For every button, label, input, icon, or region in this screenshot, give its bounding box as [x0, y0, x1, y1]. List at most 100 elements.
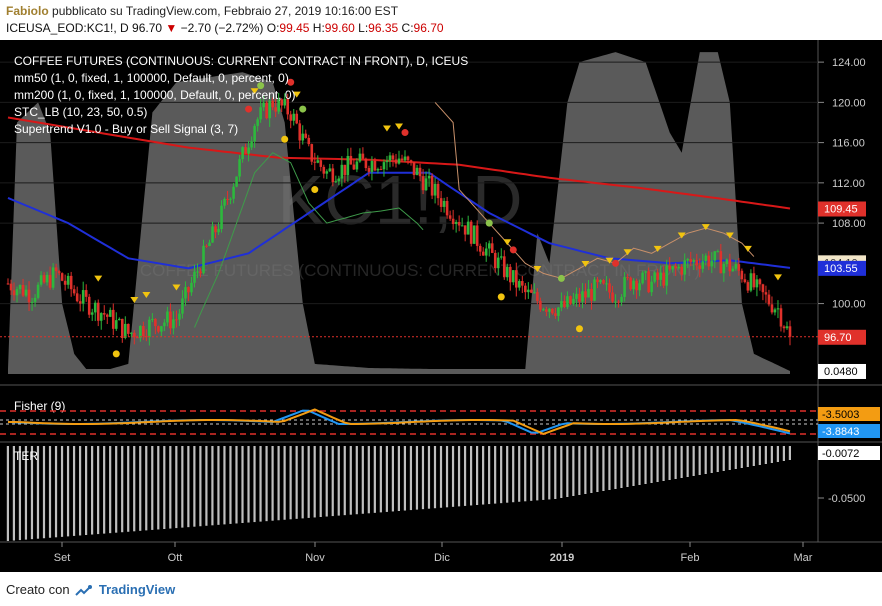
candle: [740, 268, 744, 283]
candle: [644, 270, 647, 281]
candle: [557, 306, 560, 322]
candle: [181, 290, 184, 319]
candle: [430, 173, 434, 200]
ter-bar: [289, 446, 292, 520]
ter-bar: [542, 446, 545, 500]
candle: [686, 257, 690, 269]
author-name[interactable]: Fabiolo: [6, 4, 49, 18]
price-label-text: 96.70: [824, 332, 852, 344]
candle: [208, 239, 211, 247]
candle: [292, 108, 296, 126]
ter-bar: [235, 446, 238, 524]
candle: [674, 263, 678, 277]
candle: [102, 305, 106, 320]
ter-bar: [415, 446, 419, 510]
candle: [776, 300, 780, 319]
candle: [238, 154, 241, 182]
candle: [581, 283, 584, 309]
ter-bar: [776, 446, 779, 462]
price-grid: [0, 61, 818, 305]
close-value: 96.70: [413, 21, 444, 35]
candle: [367, 165, 371, 177]
ter-tick-label: -0.0500: [828, 493, 865, 505]
ter-bar: [259, 446, 262, 522]
sell-signal-marker: [653, 245, 662, 252]
legend: COFFEE FUTURES (CONTINUOUS: CURRENT CONT…: [14, 54, 468, 136]
ter-bar: [638, 446, 641, 485]
candle: [511, 270, 515, 286]
candle: [560, 292, 563, 312]
price-tick-label: 100.00: [832, 299, 866, 311]
candle: [680, 264, 684, 281]
candle: [611, 285, 614, 304]
ter-bar: [403, 446, 407, 511]
candle: [403, 150, 407, 163]
candle: [584, 283, 587, 305]
candle: [382, 159, 386, 177]
ter-bar: [379, 446, 382, 513]
ter-bar: [211, 446, 214, 526]
candle: [764, 285, 768, 303]
ter-bar: [560, 446, 563, 498]
ter-bar: [355, 446, 358, 515]
sell-signal-marker: [677, 232, 686, 239]
candle: [84, 284, 88, 302]
candle: [758, 278, 762, 291]
candle: [289, 110, 293, 129]
candle: [713, 250, 717, 269]
candle: [54, 263, 58, 278]
candle: [166, 306, 169, 327]
candle: [75, 286, 79, 303]
ter-bar: [199, 446, 202, 527]
candle: [48, 266, 52, 290]
candle: [770, 296, 774, 315]
candle: [232, 183, 235, 204]
footer-brand-link[interactable]: TradingView: [98, 582, 176, 597]
candle: [319, 158, 323, 172]
ter-bar: [301, 446, 304, 519]
candle: [626, 273, 629, 281]
ter-bar: [283, 446, 286, 520]
footer-prefix: Creato con: [6, 582, 70, 597]
candle: [51, 263, 55, 290]
ter-bar: [728, 446, 731, 470]
candle: [521, 275, 524, 294]
ter-bar: [42, 446, 46, 539]
candle: [12, 282, 16, 301]
ter-bar: [361, 446, 364, 514]
close-label: C:: [401, 21, 414, 35]
candle: [779, 304, 783, 332]
candle: [472, 225, 476, 245]
candle: [391, 153, 395, 167]
candle: [331, 163, 335, 187]
candle: [358, 148, 362, 163]
legend-stc: STC_LB (10, 23, 50, 0.5): [14, 105, 147, 119]
chart-canvas[interactable]: KC1!, D COFFEE FUTURES (CONTINUOUS: CURR…: [0, 40, 882, 572]
candle: [379, 165, 383, 171]
candle: [24, 285, 28, 298]
candle: [196, 263, 199, 279]
candle: [265, 100, 268, 120]
candle: [304, 129, 308, 139]
time-axis[interactable]: Set Ott Nov Dic 2019 Feb Mar: [54, 542, 813, 564]
time-tick-label: Feb: [681, 552, 700, 564]
ter-bar: [674, 446, 677, 479]
candle: [187, 286, 190, 302]
ter-bar: [169, 446, 172, 529]
candle: [370, 156, 374, 181]
ter-bar: [427, 446, 431, 509]
ter-bar: [121, 446, 124, 533]
ter-bar: [277, 446, 280, 521]
candle: [250, 136, 253, 151]
candle: [436, 180, 440, 206]
candle: [722, 261, 726, 282]
candle: [373, 157, 377, 172]
candle: [259, 98, 262, 123]
ter-histogram: [6, 446, 791, 541]
candle: [283, 93, 287, 109]
ter-bar: [193, 446, 196, 527]
candle: [301, 125, 305, 145]
price-label-bg: [818, 201, 866, 217]
ter-bar: [782, 446, 785, 461]
time-tick-label: Set: [54, 552, 71, 564]
